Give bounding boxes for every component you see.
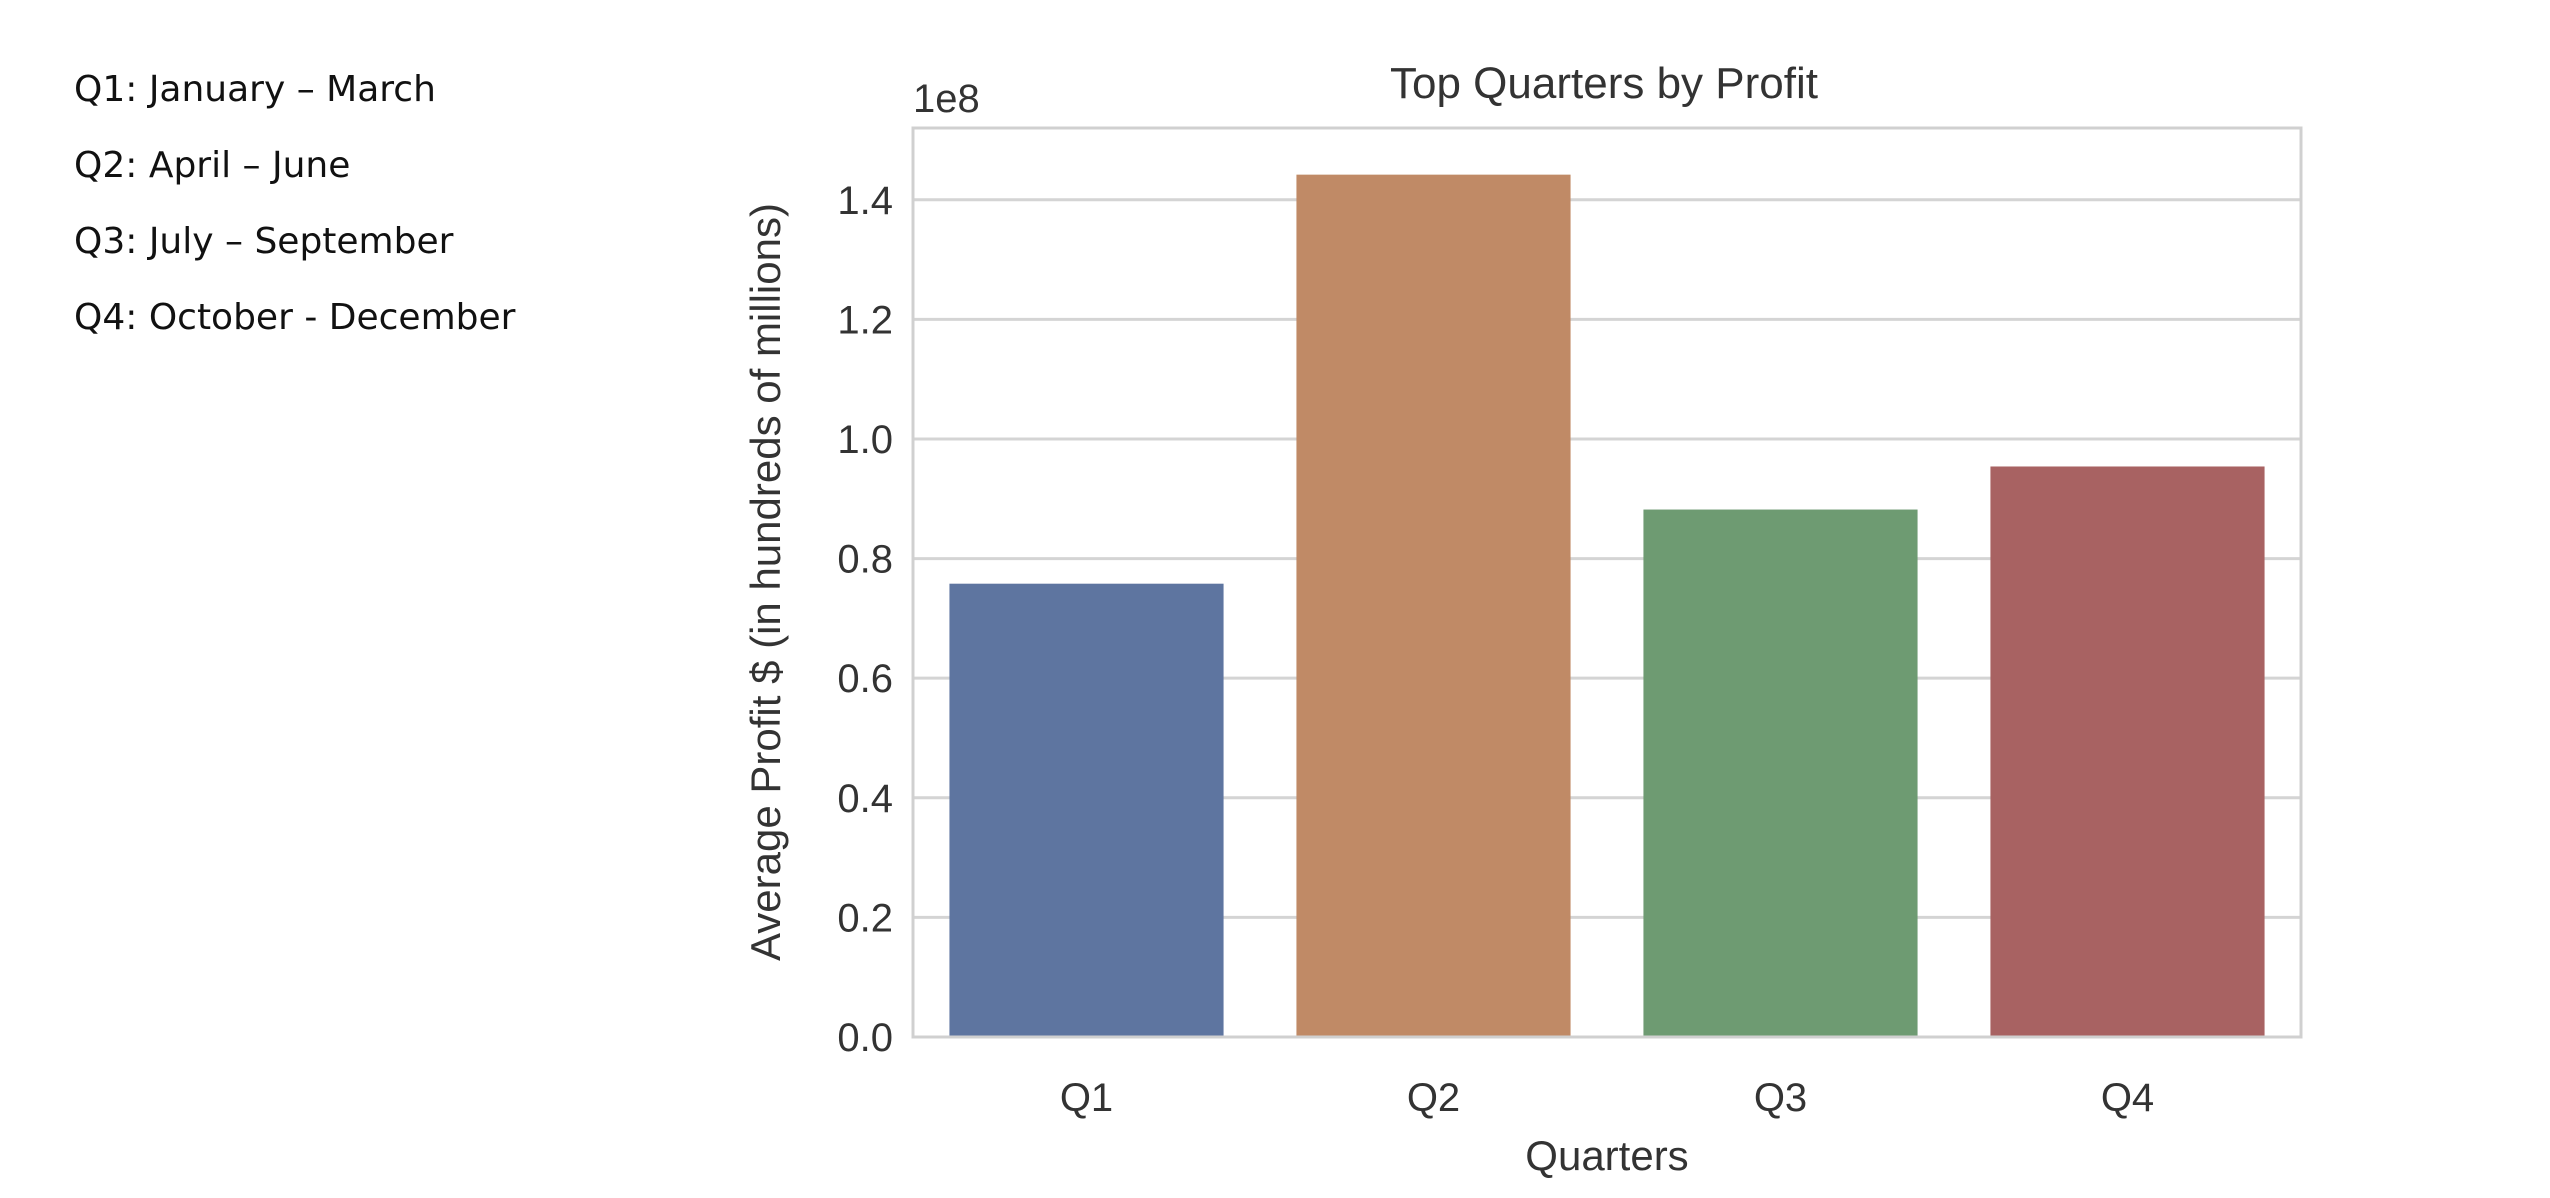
y-tick-label: 1.0 (837, 418, 893, 462)
y-tick-labels: 0.0 0.2 0.4 0.6 0.8 1.0 1.2 1.4 (837, 179, 893, 1060)
y-tick-label: 0.2 (837, 896, 893, 940)
bar-q4 (1990, 466, 2265, 1037)
y-tick-label: 1.2 (837, 298, 893, 342)
x-tick-label-q1: Q1 (1060, 1076, 1113, 1120)
x-tick-labels: Q1 Q2 Q3 Q4 (1060, 1076, 2154, 1120)
quarter-note-q4: Q4: October - December (74, 297, 516, 338)
bar-q2 (1296, 174, 1571, 1037)
plot-frame (911, 126, 2303, 1039)
y-tick-label: 0.6 (837, 657, 893, 701)
y-tick-label: 0.4 (837, 777, 893, 821)
bars (949, 174, 2265, 1038)
quarter-note-q1: Q1: January – March (74, 69, 436, 110)
x-tick-label-q4: Q4 (2101, 1076, 2154, 1120)
y-tick-label: 0.8 (837, 538, 893, 582)
bar-q1 (949, 583, 1224, 1037)
x-tick-label-q3: Q3 (1754, 1076, 1807, 1120)
quarter-notes: Q1: January – March Q2: April – June Q3:… (74, 52, 515, 356)
y-tick-label: 0.0 (837, 1016, 893, 1060)
x-axis-label: Quarters (1525, 1132, 1688, 1179)
chart-title: Top Quarters by Profit (1390, 59, 1818, 108)
quarter-note-q2: Q2: April – June (74, 145, 351, 186)
y-axis-label: Average Profit $ (in hundreds of million… (742, 203, 789, 961)
bar-q3 (1643, 509, 1918, 1038)
y-tick-label: 1.4 (837, 179, 893, 223)
quarter-note-q3: Q3: July – September (74, 221, 454, 262)
x-tick-label-q2: Q2 (1407, 1076, 1460, 1120)
y-offset-label: 1e8 (913, 77, 980, 121)
